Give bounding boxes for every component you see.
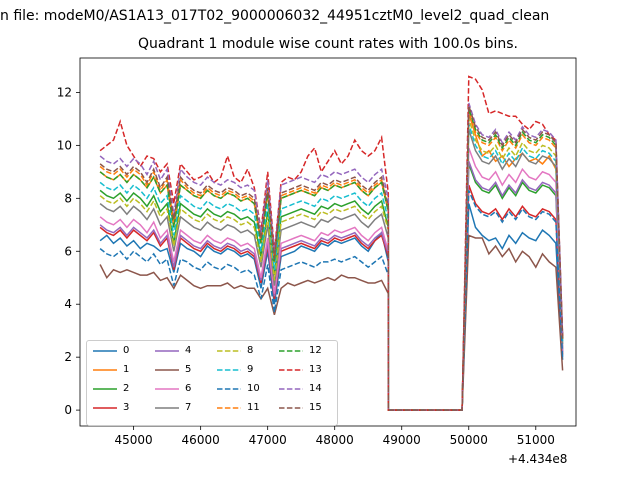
y-tick-label-12: 12 bbox=[57, 85, 72, 99]
legend-swatch-9 bbox=[217, 368, 241, 371]
legend-label-4: 4 bbox=[185, 345, 192, 356]
legend-item-3: 3 bbox=[93, 402, 129, 413]
x-tick-label-48000: 48000 bbox=[316, 433, 354, 447]
y-tick-label-8: 8 bbox=[64, 191, 72, 205]
y-tick-label-6: 6 bbox=[64, 244, 72, 258]
series-line-9 bbox=[99, 123, 564, 411]
legend-label-9: 9 bbox=[247, 364, 254, 375]
legend-swatch-8 bbox=[217, 349, 241, 352]
legend-item-0: 0 bbox=[93, 345, 129, 356]
legend-swatch-0 bbox=[93, 349, 117, 352]
legend-item-1: 1 bbox=[93, 364, 129, 375]
legend-swatch-7 bbox=[155, 406, 179, 409]
legend-item-2: 2 bbox=[93, 383, 129, 394]
legend-item-12: 12 bbox=[279, 345, 322, 356]
legend-label-15: 15 bbox=[309, 402, 322, 413]
legend-item-15: 15 bbox=[279, 402, 322, 413]
series-line-4 bbox=[99, 161, 564, 411]
legend-item-10: 10 bbox=[217, 383, 260, 394]
series-line-7 bbox=[99, 129, 564, 411]
series-line-2 bbox=[99, 163, 564, 411]
legend-label-2: 2 bbox=[123, 383, 130, 394]
chart-title: Quadrant 1 module wise count rates with … bbox=[138, 36, 518, 52]
legend-label-1: 1 bbox=[123, 364, 130, 375]
legend-swatch-10 bbox=[217, 387, 241, 390]
legend-swatch-2 bbox=[93, 387, 117, 390]
x-tick-label-51000: 51000 bbox=[517, 433, 555, 447]
chart-legend: 0 1 2 3 4 5 6 7 8 9 10 11 12 13 14 15 bbox=[86, 340, 338, 426]
legend-label-13: 13 bbox=[309, 364, 322, 375]
legend-swatch-12 bbox=[279, 349, 303, 352]
x-tick-label-46000: 46000 bbox=[182, 433, 220, 447]
legend-label-11: 11 bbox=[247, 402, 260, 413]
x-tick-label-49000: 49000 bbox=[383, 433, 421, 447]
legend-item-9: 9 bbox=[217, 364, 253, 375]
legend-label-8: 8 bbox=[247, 345, 254, 356]
series-line-13 bbox=[99, 75, 564, 411]
series-line-0 bbox=[99, 203, 564, 411]
series-line-12 bbox=[99, 108, 564, 411]
series-line-10 bbox=[99, 190, 564, 411]
series-line-8 bbox=[99, 118, 564, 411]
legend-label-3: 3 bbox=[123, 402, 130, 413]
legend-label-0: 0 bbox=[123, 345, 130, 356]
legend-label-10: 10 bbox=[247, 383, 260, 394]
y-tick-label-4: 4 bbox=[64, 297, 72, 311]
x-tick-label-47000: 47000 bbox=[249, 433, 287, 447]
legend-swatch-6 bbox=[155, 387, 179, 390]
legend-swatch-11 bbox=[217, 406, 241, 409]
legend-item-5: 5 bbox=[155, 364, 191, 375]
legend-item-8: 8 bbox=[217, 345, 253, 356]
legend-label-14: 14 bbox=[309, 383, 322, 394]
legend-swatch-3 bbox=[93, 406, 117, 409]
x-tick-label-45000: 45000 bbox=[115, 433, 153, 447]
legend-item-14: 14 bbox=[279, 383, 322, 394]
legend-label-5: 5 bbox=[185, 364, 192, 375]
y-tick-label-10: 10 bbox=[57, 138, 72, 152]
series-line-15 bbox=[99, 105, 564, 411]
legend-swatch-4 bbox=[155, 349, 179, 352]
legend-item-6: 6 bbox=[155, 383, 191, 394]
x-tick-label-50000: 50000 bbox=[450, 433, 488, 447]
legend-swatch-5 bbox=[155, 368, 179, 371]
legend-label-6: 6 bbox=[185, 383, 192, 394]
y-tick-label-2: 2 bbox=[64, 350, 72, 364]
plot-frame bbox=[79, 57, 577, 427]
legend-swatch-13 bbox=[279, 368, 303, 371]
legend-item-7: 7 bbox=[155, 402, 191, 413]
series-line-5 bbox=[99, 234, 564, 411]
legend-label-12: 12 bbox=[309, 345, 322, 356]
y-tick-label-0: 0 bbox=[64, 403, 72, 417]
series-line-6 bbox=[99, 147, 564, 411]
legend-swatch-1 bbox=[93, 368, 117, 371]
x-axis-offset-label: +4.434e8 bbox=[508, 452, 568, 466]
legend-item-11: 11 bbox=[217, 402, 260, 413]
legend-swatch-14 bbox=[279, 387, 303, 390]
legend-swatch-15 bbox=[279, 406, 303, 409]
figure-suptitle: n file: modeM0/AS1A13_017T02_9000006032_… bbox=[0, 8, 550, 24]
legend-label-7: 7 bbox=[185, 402, 192, 413]
legend-item-13: 13 bbox=[279, 364, 322, 375]
legend-item-4: 4 bbox=[155, 345, 191, 356]
